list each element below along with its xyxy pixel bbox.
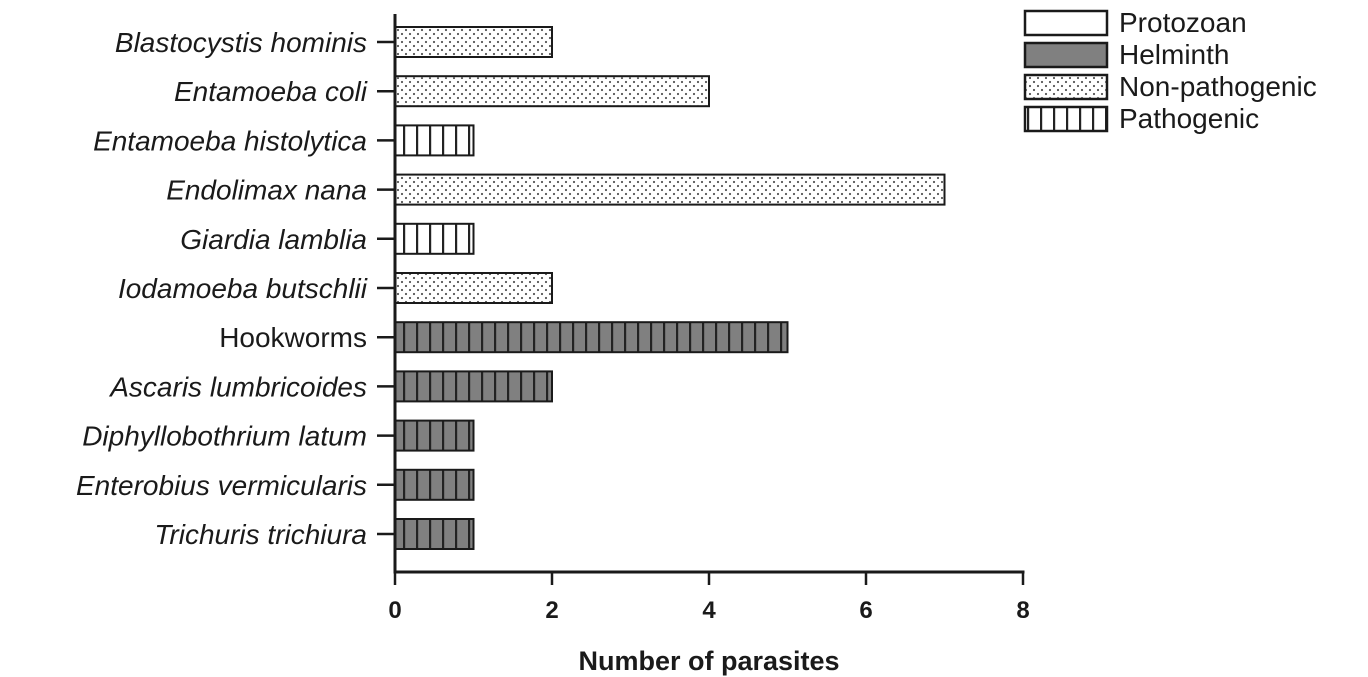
legend-label: Helminth [1119, 39, 1229, 70]
category-label: Giardia lamblia [180, 224, 367, 255]
category-label: Entamoeba histolytica [93, 125, 367, 156]
bar-8 [394, 419, 475, 452]
category-label: Blastocystis hominis [115, 27, 367, 58]
legend-label: Pathogenic [1119, 103, 1259, 134]
x-tick-label: 6 [859, 597, 872, 624]
x-tick-label: 2 [545, 597, 558, 624]
legend-swatch [1023, 9, 1109, 37]
category-label: Trichuris trichiura [154, 519, 367, 550]
bar-2 [394, 124, 475, 157]
category-labels: Blastocystis hominis Entamoeba coli Entamo… [76, 27, 368, 550]
x-tick-label: 0 [388, 597, 401, 624]
axes: 0 2 4 6 8 [377, 14, 1030, 624]
bar-6 [394, 321, 789, 354]
legend-label: Non-pathogenic [1119, 71, 1317, 102]
legend: ProtozoanHelminthNon-pathogenicPathogeni… [1023, 7, 1317, 134]
category-label: Enterobius vermicularis [76, 470, 367, 501]
category-label: Diphyllobothrium latum [82, 421, 367, 452]
bar-9 [394, 468, 475, 501]
x-tick-label: 4 [702, 597, 716, 624]
legend-swatch-dots [1026, 76, 1106, 98]
bar-dots-3 [396, 175, 944, 204]
category-label: Endolimax nana [166, 175, 367, 206]
category-label: Hookworms [219, 322, 367, 353]
bars-group [394, 26, 946, 550]
legend-swatch [1023, 105, 1109, 133]
bar-10 [394, 518, 475, 550]
legend-swatch [1023, 41, 1109, 69]
category-label: Ascaris lumbricoides [108, 371, 367, 402]
bar-dots-1 [396, 77, 708, 106]
bar-4 [394, 222, 475, 255]
bar-7 [394, 370, 553, 403]
x-axis-title: Number of parasites [578, 646, 839, 676]
category-label: Iodamoeba butschlii [118, 273, 368, 304]
legend-label: Protozoan [1119, 7, 1247, 38]
bar-dots-0 [396, 28, 551, 56]
bar-dots-5 [396, 274, 551, 302]
x-tick-label: 8 [1016, 597, 1029, 624]
category-label: Entamoeba coli [174, 76, 368, 107]
